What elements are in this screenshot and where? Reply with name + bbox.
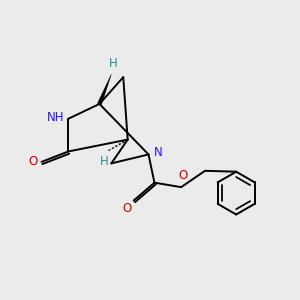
Text: N: N (154, 146, 163, 160)
Text: O: O (122, 202, 131, 215)
Text: H: H (100, 155, 108, 168)
Text: NH: NH (47, 111, 65, 124)
Text: H: H (109, 57, 117, 70)
Text: O: O (178, 169, 187, 182)
Polygon shape (98, 74, 111, 105)
Text: O: O (29, 155, 38, 168)
